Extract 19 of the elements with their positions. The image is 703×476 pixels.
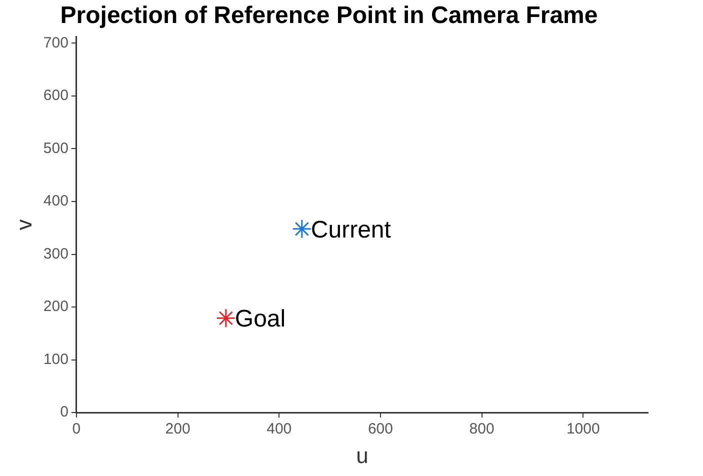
x-tick-label: 400 (266, 420, 292, 438)
x-tick-label: 800 (469, 420, 494, 438)
x-tick-label: 200 (165, 420, 190, 438)
series-label: Current (310, 216, 392, 244)
x-tick-label: 1000 (566, 420, 600, 438)
y-tick-label: 0 (60, 404, 68, 421)
y-tick-label: 300 (43, 245, 68, 262)
y-axis-title: v (11, 219, 36, 230)
y-tick-label: 500 (43, 140, 68, 157)
x-axis-title: u (356, 442, 368, 468)
y-tick-label: 700 (43, 34, 68, 52)
x-tick-label: 0 (72, 420, 81, 438)
y-tick-label: 600 (43, 87, 68, 104)
x-tick-label: 600 (368, 420, 393, 438)
y-tick-label: 200 (43, 298, 68, 316)
chart-title: Projection of Reference Point in Camera Frame (60, 2, 598, 30)
y-tick-label: 400 (43, 192, 68, 210)
y-tick-label: 100 (43, 350, 68, 368)
series-label: Goal (234, 306, 286, 333)
